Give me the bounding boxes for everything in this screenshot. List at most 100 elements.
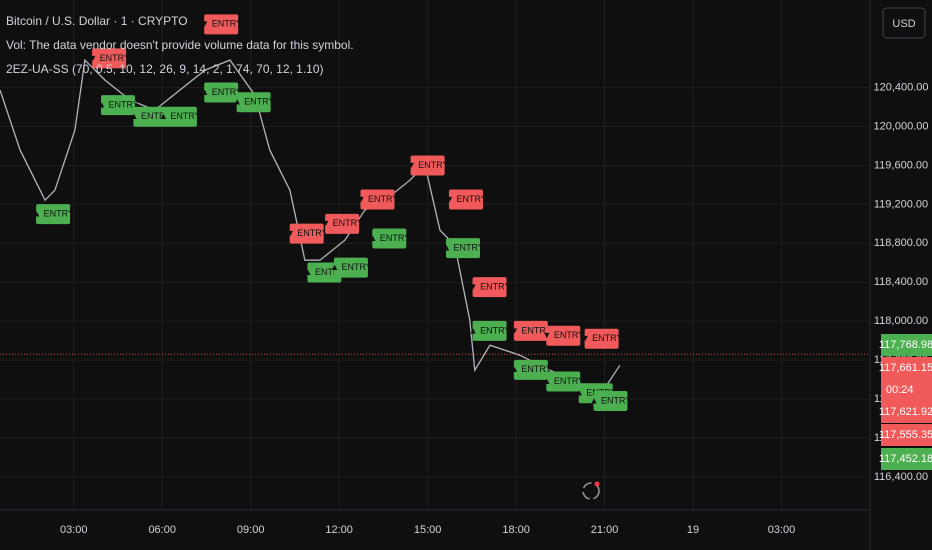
y-tick-label: 120,400.00 [873, 82, 928, 94]
entry-label [360, 189, 395, 210]
y-tick-label: 118,400.00 [874, 276, 928, 288]
price-tag [881, 448, 932, 470]
entry-signal: ▼ ENTRY [88, 48, 130, 69]
entry-text: ▼ ENTRY [407, 160, 449, 170]
entry-signal: ▲ ENTRY [32, 204, 74, 225]
entry-label [546, 371, 581, 392]
entry-signal: ▼ ENTRY [407, 155, 449, 176]
x-tick-label: 15:00 [414, 524, 442, 536]
entry-signal: ▼ ENTRY [357, 189, 399, 210]
subtitle: 2EZ-UA-SS (70, 0.5, 10, 12, 26, 9, 14, 2… [6, 62, 324, 76]
entry-signal: ▲ ENTRY [304, 262, 346, 283]
entry-signal: ▲ ENTRY [510, 359, 552, 380]
entry-label [410, 155, 445, 176]
x-tick-label: 03:00 [60, 524, 88, 536]
entry-label [472, 320, 507, 341]
entry-signal: ▲ ENTRY [542, 371, 584, 392]
price-tag-label: 117,661.15 [879, 362, 932, 374]
x-tick-label: 19 [687, 524, 699, 536]
price-tag [881, 334, 932, 356]
entry-text: ▼ ENTRY [469, 281, 511, 291]
entry-text: ▲ ENTRY [130, 111, 172, 121]
entry-label [92, 48, 127, 69]
entry-label [333, 257, 368, 278]
entry-signal: ▲ ENTRY [330, 257, 372, 278]
entry-label [236, 92, 271, 113]
price-tag-label: 117,768.98 [879, 339, 932, 351]
entry-text: ▲ ENTRY [159, 111, 201, 121]
entry-label [289, 223, 324, 244]
entry-text: ▲ ENTRY [542, 376, 584, 386]
price-tag [881, 401, 932, 423]
entry-text: ▲ ENTRY [200, 87, 242, 97]
currency-button[interactable] [882, 7, 926, 39]
x-tick-label: 12:00 [325, 524, 353, 536]
entry-text: ▲ ENTRY [32, 208, 74, 218]
entry-text: ▲ ENTRY [330, 262, 372, 272]
entry-label [36, 204, 71, 225]
subtitle: Vol: The data vendor doesn't provide vol… [6, 38, 354, 52]
entry-text: ▼ ENTRY [88, 53, 130, 63]
y-tick-label: 119,600.00 [874, 159, 928, 171]
entry-signal: ▼ ENTRY [469, 277, 511, 298]
x-tick-label: 21:00 [591, 524, 619, 536]
entry-signal: ▼ ENTRY [542, 325, 584, 346]
price-tag [881, 357, 932, 379]
currency[interactable]: USD [892, 18, 915, 30]
entry-signal: ▼ ENTRY [200, 14, 242, 35]
replay-icon[interactable] [582, 481, 600, 500]
entry-signal: ▼ ENTRY [510, 320, 552, 341]
countdown-tag [881, 379, 932, 401]
entry-label [446, 238, 481, 259]
entry-text: ▲ ENTRY [368, 233, 410, 243]
entry-text: ▲ ENTRY [510, 364, 552, 374]
y-tick-label: 120,000.00 [873, 120, 928, 132]
entry-text: ▼ ENTRY [581, 333, 623, 343]
entry-text: ▼ ENTRY [445, 194, 487, 204]
entry-text: ▼ ENTRY [542, 330, 584, 340]
entry-text: ▲ ENTRY [304, 267, 346, 277]
grid [0, 0, 870, 510]
x-tick-label: 03:00 [768, 524, 796, 536]
plot [0, 58, 870, 397]
entry-label [133, 106, 168, 127]
entry-label [162, 106, 197, 127]
entry-signal: ▲ ENTRY [233, 92, 275, 113]
entry-label [100, 95, 135, 116]
entry-signal: ▼ ENTRY [286, 223, 328, 244]
entry-text: ▲ ENTRY [97, 99, 139, 109]
replay-icon[interactable] [582, 482, 600, 500]
entry-signal: ▲ ENTRY [469, 320, 511, 341]
entry-signal: ▲ ENTRY [159, 106, 201, 127]
entry-text: ▼ ENTRY [286, 228, 328, 238]
entry-text: ▼ ENTRY [200, 19, 242, 29]
entry-text: ▼ ENTRY [357, 194, 399, 204]
entry-label [204, 14, 239, 35]
entry-label [325, 213, 360, 234]
entry-signal: ▲ ENTRY [97, 95, 139, 116]
countdown: 00:24 [886, 384, 914, 396]
y-tick-label: 119,200.00 [874, 198, 928, 210]
entry-label [513, 320, 548, 341]
entry-signal: ▼ ENTRY [581, 328, 623, 349]
entry-text: ▲ ENTRY [469, 325, 511, 335]
price-tag [881, 424, 932, 446]
x-tick-label: 06:00 [148, 524, 176, 536]
price-tag-label: 117,555.35 [879, 429, 932, 441]
entry-label [372, 228, 407, 249]
entry-signal: ▲ ENTRY [442, 238, 484, 259]
replay-dot [594, 481, 600, 487]
entry-signal: ▲ ENTRY [590, 390, 631, 411]
entry-text: ▼ ENTRY [510, 325, 552, 335]
entry-label [472, 277, 507, 298]
y-tick-label: 116,400.00 [874, 471, 928, 483]
price-tag-label: 117,452.18 [879, 453, 932, 465]
entry-text: ▲ ENTRY [233, 97, 275, 107]
entry-label [513, 359, 548, 380]
entry-signal: ▲ ENTRY [130, 106, 172, 127]
price-tag-label: 117,621.92 [879, 406, 932, 418]
entry-label [546, 325, 581, 346]
entry-label [584, 328, 619, 349]
entry-text: ▲ ENTRY [442, 243, 484, 253]
